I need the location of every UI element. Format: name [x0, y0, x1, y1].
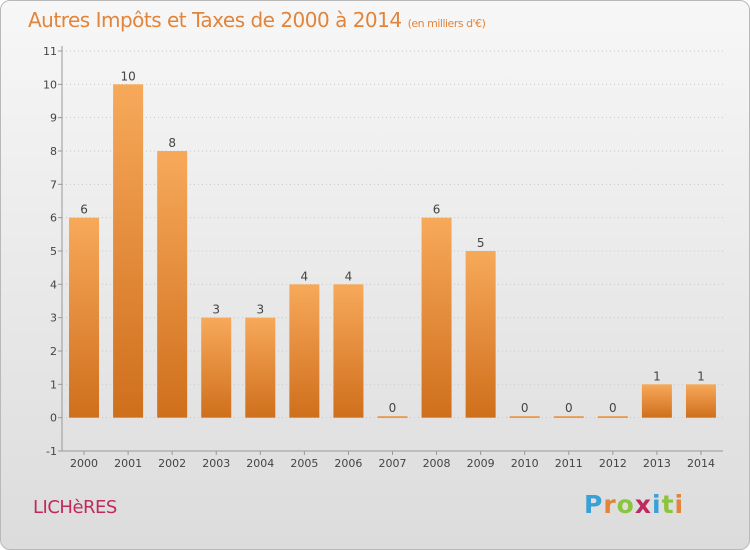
x-tick-label: 2004	[246, 457, 274, 470]
bar	[377, 416, 408, 418]
x-tick-label: 2014	[687, 457, 715, 470]
y-tick-label: 10	[43, 78, 57, 91]
y-tick-label: 8	[50, 145, 57, 158]
bar-value-label: 6	[433, 203, 441, 217]
x-tick-label: 2007	[379, 457, 407, 470]
bar-value-label: 0	[521, 401, 529, 415]
y-tick-label: 6	[50, 212, 57, 225]
y-tick-label: 5	[50, 245, 57, 258]
bar-value-label: 1	[697, 369, 705, 383]
bar	[201, 317, 232, 418]
x-tick-label: 2009	[467, 457, 495, 470]
y-tick-label: 4	[50, 278, 57, 291]
logo-letter: t	[661, 490, 675, 519]
bar-value-label: 0	[389, 401, 397, 415]
x-tick-label: 2000	[70, 457, 98, 470]
bar	[113, 84, 144, 418]
commune-name: LICHèRES	[33, 497, 117, 518]
x-tick-label: 2002	[158, 457, 186, 470]
bar	[465, 251, 496, 418]
chart-subtitle: (en milliers d'€)	[407, 17, 486, 30]
bar-value-label: 8	[168, 136, 176, 150]
y-tick-label: 3	[50, 312, 57, 325]
bar	[597, 416, 628, 418]
y-tick-label: 9	[50, 112, 57, 125]
y-tick-label: 2	[50, 345, 57, 358]
x-tick-label: 2003	[202, 457, 230, 470]
bar	[509, 416, 540, 418]
x-tick-label: 2010	[511, 457, 539, 470]
bar-value-label: 0	[565, 401, 573, 415]
y-tick-label: 7	[50, 178, 57, 191]
logo-letter: o	[616, 490, 635, 519]
x-tick-label: 2001	[114, 457, 142, 470]
bar-value-label: 0	[609, 401, 617, 415]
logo-letter: i	[674, 490, 685, 519]
bar	[641, 384, 672, 418]
bar	[685, 384, 716, 418]
x-tick-label: 2013	[643, 457, 671, 470]
logo-letter: P	[584, 490, 604, 519]
bar-value-label: 3	[256, 303, 264, 317]
x-tick-label: 2008	[423, 457, 451, 470]
bar	[245, 317, 276, 418]
x-tick-label: 2012	[599, 457, 627, 470]
bar	[421, 217, 452, 418]
logo-letter: r	[603, 490, 617, 519]
bar	[289, 284, 320, 418]
logo-letter: x	[634, 490, 652, 519]
bar	[69, 217, 100, 418]
bar-value-label: 6	[80, 203, 88, 217]
y-tick-label: 1	[50, 378, 57, 391]
x-tick-label: 2005	[290, 457, 318, 470]
bar-value-label: 10	[120, 69, 135, 83]
y-tick-label: 11	[43, 45, 57, 58]
chart-title-text: Autres Impôts et Taxes de 2000 à 2014	[28, 8, 402, 32]
bar-value-label: 4	[301, 269, 309, 283]
bar-value-label: 4	[345, 269, 353, 283]
x-tick-label: 2011	[555, 457, 583, 470]
proxiti-logo[interactable]: Proxiti	[584, 490, 684, 519]
bar-value-label: 5	[477, 236, 485, 250]
bar-value-label: 1	[653, 369, 661, 383]
y-tick-label: 0	[50, 412, 57, 425]
bar-value-label: 3	[212, 303, 220, 317]
logo-letter: i	[652, 490, 662, 519]
x-tick-label: 2006	[334, 457, 362, 470]
chart-title: Autres Impôts et Taxes de 2000 à 2014 (en…	[28, 8, 486, 32]
bar	[157, 151, 188, 418]
y-tick-label: -1	[46, 445, 57, 458]
bar	[333, 284, 364, 418]
bar	[553, 416, 584, 418]
